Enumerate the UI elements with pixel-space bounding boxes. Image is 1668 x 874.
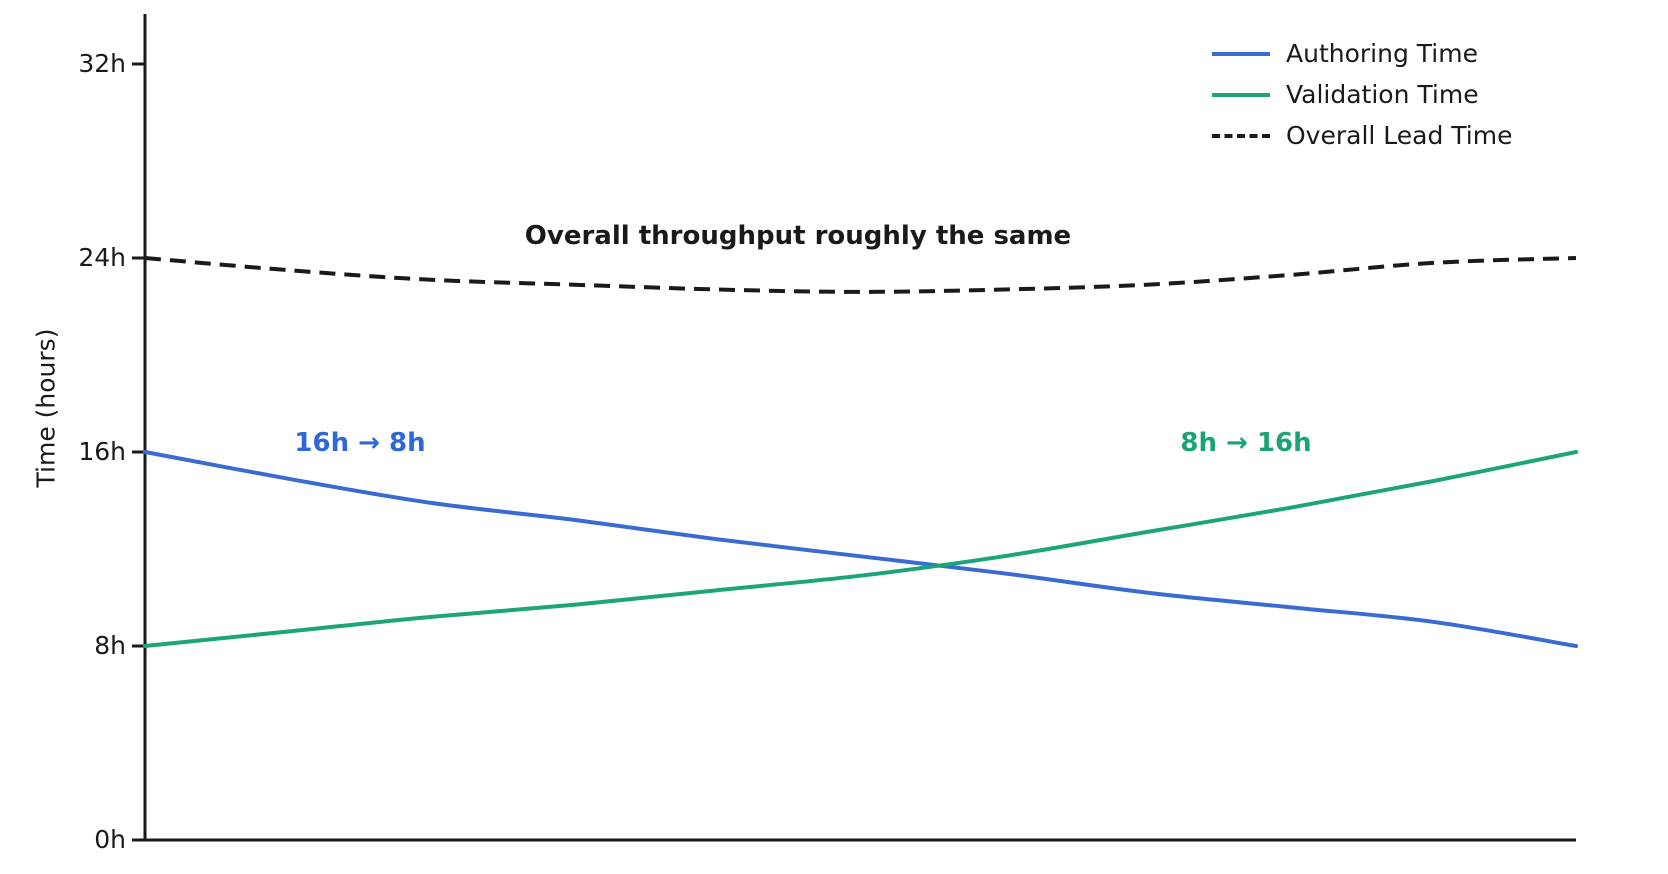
y-tick-label-24h: 24h [78,243,126,272]
series-line-validation-time [143,450,1578,648]
legend-label: Overall Lead Time [1286,121,1513,150]
legend: Authoring Time Validation Time Overall L… [1212,33,1512,156]
legend-label: Validation Time [1286,80,1479,109]
y-tick-label-32h: 32h [78,49,126,78]
legend-label: Authoring Time [1286,39,1478,68]
y-tick-label-16h: 16h [78,437,126,466]
authoring-line-swatch [1212,51,1270,56]
legend-item-authoring-time: Authoring Time [1212,33,1512,74]
legend-item-overall-lead-time: Overall Lead Time [1212,115,1512,156]
overall-lead-line-swatch [1212,133,1270,138]
y-tick-label-0h: 0h [94,825,126,854]
validation-change-annotation: 8h → 16h [1180,428,1312,458]
series-line-authoring-time [143,450,1578,648]
y-tick-label-8h: 8h [94,631,126,660]
validation-line-swatch [1212,92,1270,97]
legend-item-validation-time: Validation Time [1212,74,1512,115]
authoring-change-annotation: 16h → 8h [294,428,426,458]
series-line-overall-lead-time [144,256,1577,294]
axes [132,14,1576,842]
chart-annotation-title: Overall throughput roughly the same [524,221,1072,251]
plot-lines [143,256,1578,648]
y-axis-title: Time (hours) [31,328,61,488]
